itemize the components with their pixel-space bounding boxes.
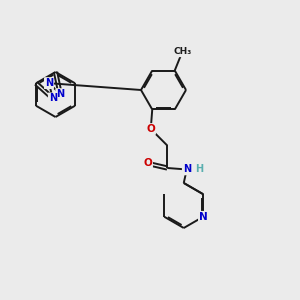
Text: O: O (143, 158, 152, 169)
Text: CH₃: CH₃ (173, 47, 191, 56)
Text: N: N (45, 78, 53, 88)
Text: H: H (195, 164, 203, 174)
Text: N: N (56, 89, 64, 99)
Text: N: N (45, 78, 53, 88)
Text: N: N (49, 93, 57, 103)
Text: N: N (199, 212, 208, 222)
Text: N: N (183, 164, 191, 175)
Text: O: O (146, 124, 155, 134)
